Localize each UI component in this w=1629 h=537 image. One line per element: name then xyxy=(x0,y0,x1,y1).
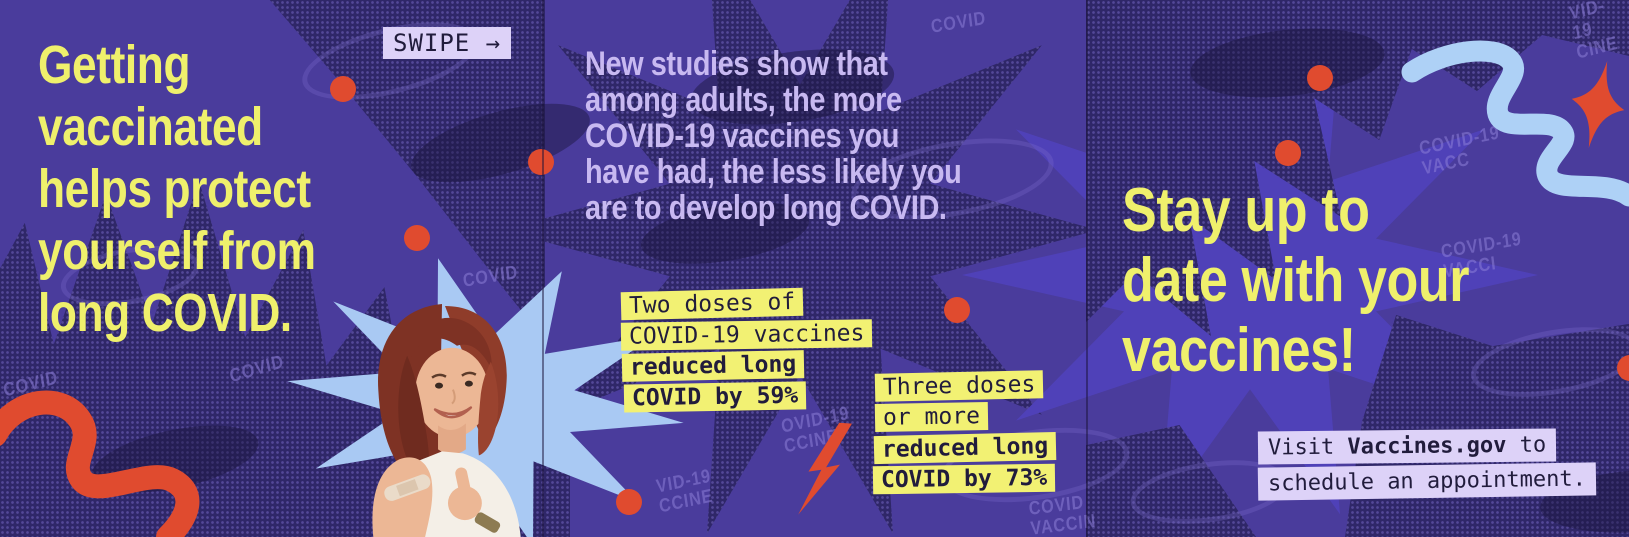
stat-line: COVID by 73% xyxy=(872,463,1056,495)
blue-squiggle xyxy=(1401,40,1629,207)
vaccines-gov-link[interactable]: Vaccines.gov xyxy=(1347,432,1507,460)
stat-two-doses: Two doses of COVID-19 vaccines reduced l… xyxy=(620,287,873,413)
headline-stay-up-to-date: Stay up to date with your vaccines! xyxy=(1122,176,1470,385)
texture-label: COVID xyxy=(929,7,988,38)
stat-line: COVID by 59% xyxy=(623,381,807,413)
stat-three-doses: Three doses or more reduced long COVID b… xyxy=(872,370,1057,495)
red-dot xyxy=(330,76,356,102)
study-paragraph: New studies show that among adults, the … xyxy=(585,45,962,227)
vaccines-gov-cta: Visit Vaccines.gov to schedule an appoin… xyxy=(1257,428,1597,501)
red-dot xyxy=(404,225,430,251)
red-dot xyxy=(528,149,554,175)
cta-suffix: to xyxy=(1506,432,1547,458)
panel-seam xyxy=(542,0,544,537)
swipe-badge[interactable]: SWIPE → xyxy=(383,27,512,59)
stat-line: COVID-19 vaccines xyxy=(620,319,873,351)
stat-line: Two doses of xyxy=(620,287,804,321)
stat-line: reduced long xyxy=(873,431,1057,465)
headline-getting-vaccinated: Getting vaccinated helps protect yoursel… xyxy=(38,35,316,343)
red-dot xyxy=(1307,65,1333,91)
red-dot xyxy=(944,297,970,323)
stat-line: or more xyxy=(874,402,989,432)
stat-line: Three doses xyxy=(874,370,1044,402)
red-lightning-bolt-icon xyxy=(798,422,852,515)
red-dot xyxy=(616,489,642,515)
red-sparkle-icon xyxy=(1571,61,1625,148)
red-dot xyxy=(1275,140,1301,166)
cta-line-1: Visit Vaccines.gov to xyxy=(1257,428,1557,465)
cta-prefix: Visit xyxy=(1267,434,1348,461)
red-squiggle xyxy=(0,390,200,537)
texture-shape-panel3-bottom-left xyxy=(1086,425,1256,537)
stat-line: reduced long xyxy=(621,350,805,382)
texture-label: VID-19 ccine xyxy=(654,465,715,518)
panel-seam xyxy=(1086,0,1088,537)
vaccinated-woman-photo xyxy=(372,303,521,537)
cta-line-2: schedule an appointment. xyxy=(1257,462,1597,501)
red-dot xyxy=(1617,355,1629,381)
texture-shape-panel3-bottom-right xyxy=(1345,315,1629,537)
